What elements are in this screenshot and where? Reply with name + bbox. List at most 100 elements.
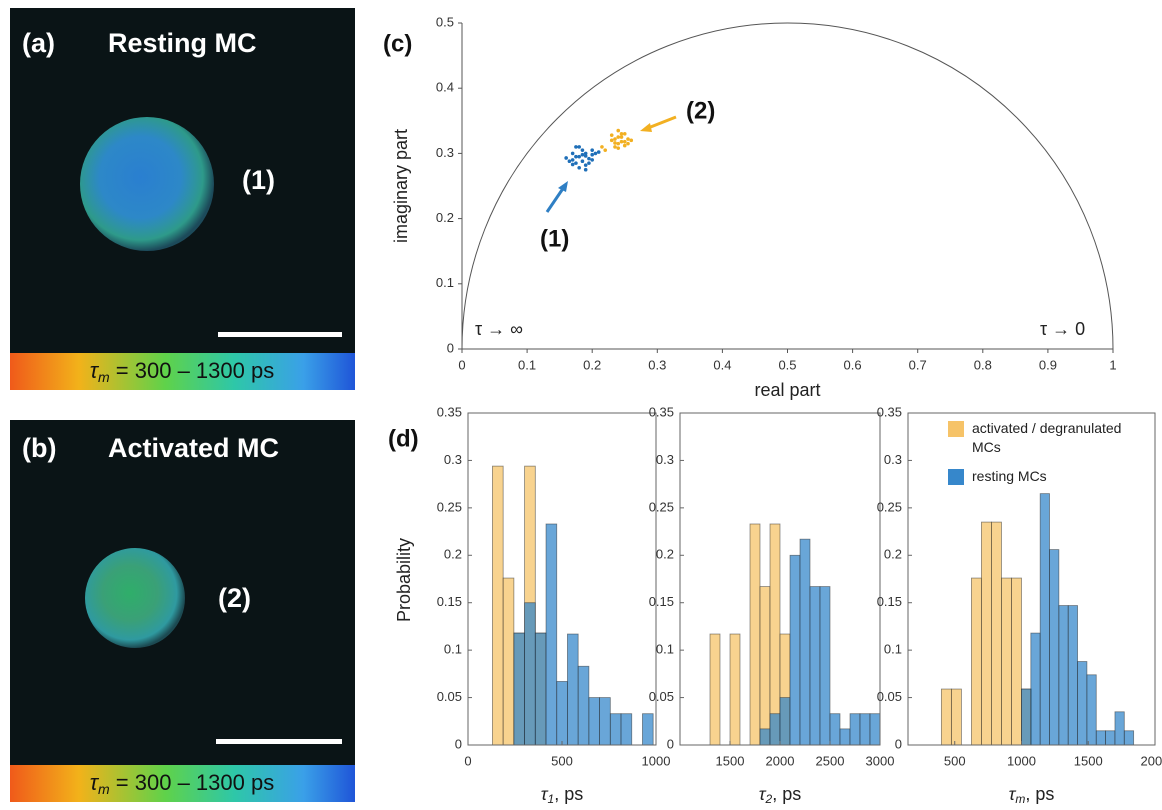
y-tick-label: 0.35 bbox=[649, 404, 674, 419]
point bbox=[580, 159, 585, 164]
colorbar bbox=[10, 353, 355, 390]
bar bbox=[829, 713, 841, 746]
subscript: m bbox=[98, 369, 110, 385]
point bbox=[577, 165, 581, 170]
point bbox=[570, 151, 575, 156]
text: = 300 – 1300 ps bbox=[110, 358, 275, 383]
bar bbox=[620, 713, 633, 746]
bar bbox=[779, 697, 791, 746]
symbol: τ bbox=[90, 770, 100, 795]
point bbox=[616, 135, 621, 139]
bar bbox=[769, 713, 781, 746]
point bbox=[622, 132, 627, 136]
y-tick-label: 0.35 bbox=[877, 404, 902, 419]
bar bbox=[729, 633, 741, 746]
y-axis-label: Probability bbox=[394, 538, 414, 622]
point bbox=[580, 148, 585, 152]
annotation: τ → ∞ bbox=[475, 319, 523, 339]
point bbox=[593, 151, 598, 156]
y-tick-label: 0.3 bbox=[436, 145, 454, 160]
symbol: τ bbox=[759, 784, 767, 804]
point bbox=[609, 133, 614, 137]
y-tick-label: 0.1 bbox=[656, 642, 674, 657]
y-tick-label: 0.15 bbox=[437, 594, 462, 609]
x-tick-label: 1 bbox=[1109, 357, 1116, 372]
point bbox=[570, 158, 575, 162]
bar bbox=[1058, 605, 1069, 746]
point bbox=[626, 141, 630, 146]
subscript: 2 bbox=[765, 792, 773, 806]
y-tick-label: 0.05 bbox=[437, 689, 462, 704]
bar bbox=[1021, 688, 1032, 746]
point bbox=[564, 156, 568, 160]
cell bbox=[85, 548, 185, 648]
bar bbox=[769, 523, 781, 746]
y-tick-label: 0.1 bbox=[444, 642, 462, 657]
panel-label: (c) bbox=[383, 30, 412, 57]
panel-label: (d) bbox=[388, 425, 419, 452]
cell bbox=[80, 117, 214, 251]
legend-entry: activated / degranulated MCs bbox=[972, 420, 1122, 455]
unit: , ps bbox=[772, 784, 801, 804]
legend-swatch bbox=[948, 421, 964, 437]
image-title: Resting MC bbox=[108, 28, 257, 58]
legend-label: activated / degranulated MCs bbox=[972, 420, 1122, 455]
point bbox=[622, 143, 627, 148]
subscript: m bbox=[98, 781, 110, 797]
colorbar-label: τm = 300 – 1300 ps bbox=[90, 770, 274, 797]
point bbox=[616, 128, 621, 133]
x-tick-label: 0.9 bbox=[1039, 357, 1057, 372]
arrow bbox=[647, 115, 677, 130]
bar bbox=[991, 521, 1002, 746]
y-tick-label: 0.2 bbox=[436, 210, 454, 225]
point bbox=[613, 145, 617, 149]
point bbox=[613, 137, 617, 141]
y-tick-label: 0.15 bbox=[877, 594, 902, 609]
point bbox=[603, 148, 608, 152]
point bbox=[587, 161, 591, 165]
y-tick-label: 0.25 bbox=[437, 499, 462, 514]
y-axis-label: imaginary part bbox=[391, 129, 411, 243]
panel-label: (a) bbox=[22, 28, 55, 58]
arrow-head bbox=[640, 123, 652, 132]
bar bbox=[524, 602, 536, 746]
bar bbox=[609, 713, 622, 746]
unit: , ps bbox=[1025, 784, 1054, 804]
subscript: 1 bbox=[548, 792, 555, 806]
bar bbox=[1067, 605, 1078, 746]
bar bbox=[513, 632, 525, 746]
y-tick-label: 0.25 bbox=[649, 499, 674, 514]
bar bbox=[950, 688, 962, 746]
bar bbox=[502, 577, 515, 746]
point bbox=[616, 141, 621, 146]
point bbox=[590, 148, 594, 152]
text: = 300 – 1300 ps bbox=[110, 770, 275, 795]
bar bbox=[599, 697, 611, 746]
point bbox=[619, 139, 624, 144]
bar bbox=[1030, 632, 1041, 746]
x-axis-label: τm, ps bbox=[1009, 784, 1055, 806]
point bbox=[583, 167, 588, 172]
x-tick-label: 3000 bbox=[866, 753, 895, 768]
y-tick-label: 0.5 bbox=[436, 14, 454, 29]
bar bbox=[799, 538, 811, 746]
bar bbox=[1114, 711, 1125, 746]
bar bbox=[492, 465, 504, 746]
reference-semicircle bbox=[461, 22, 1114, 350]
x-tick-label: 0.4 bbox=[713, 357, 731, 372]
image-title: Activated MC bbox=[108, 433, 279, 463]
x-tick-label: 0 bbox=[458, 357, 465, 372]
scale-bar bbox=[216, 739, 342, 744]
annotation: τ → 0 bbox=[1040, 319, 1085, 339]
x-tick-label: 1500 bbox=[1074, 753, 1103, 768]
bar bbox=[1039, 493, 1050, 746]
point bbox=[574, 154, 578, 159]
bar bbox=[869, 713, 881, 746]
y-tick-label: 0.3 bbox=[444, 452, 462, 467]
point bbox=[609, 138, 614, 143]
point bbox=[622, 139, 627, 144]
bar bbox=[545, 523, 558, 746]
point bbox=[629, 138, 634, 143]
bar bbox=[940, 688, 952, 746]
colorbar bbox=[10, 765, 355, 802]
